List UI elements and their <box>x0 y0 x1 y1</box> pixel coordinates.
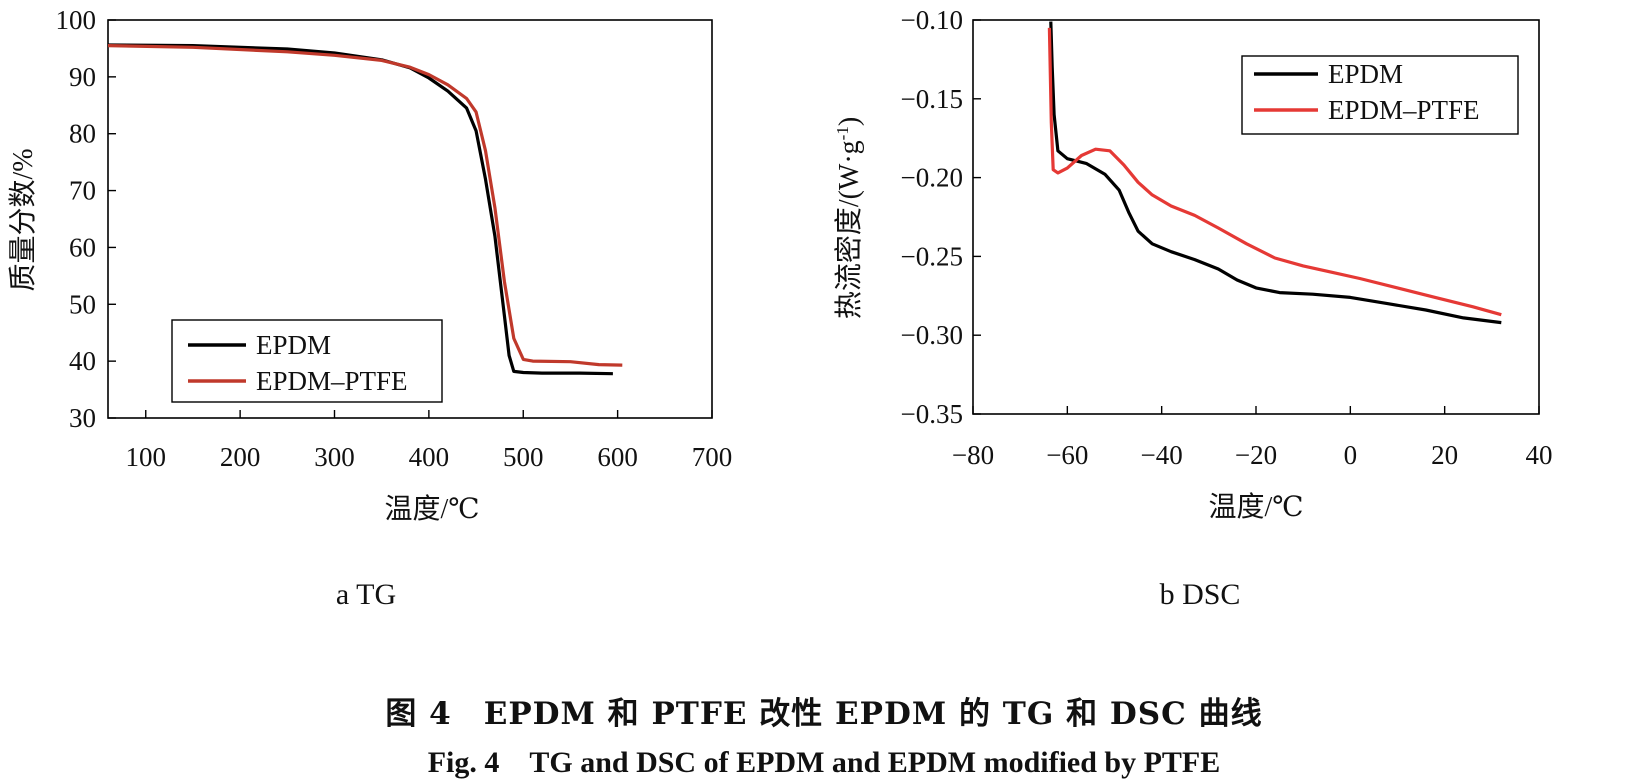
x-tick-label: 600 <box>597 442 638 472</box>
dsc-legend-box <box>1241 55 1519 135</box>
dsc-series-lines <box>1047 21 1502 325</box>
x-tick-label: −60 <box>1046 440 1088 470</box>
x-tick-label: 400 <box>409 442 450 472</box>
series-line-epdm-ptfe <box>1047 27 1502 317</box>
series-line-epdm <box>107 43 613 376</box>
x-tick-label: 0 <box>1344 440 1358 470</box>
tg-legend-box <box>171 319 443 403</box>
tg-x-axis-label: 温度/℃ <box>384 493 479 525</box>
tg-legend-label-epdm: EPDM <box>256 330 331 360</box>
tg-legend-label-epdm-ptfe: EPDM–PTFE <box>256 366 408 396</box>
y-tick-label: 30 <box>69 403 96 433</box>
tg-plot-frame <box>107 19 713 419</box>
tg-x-ticks: 100 200 300 400 500 600 700 <box>126 410 733 472</box>
figure-caption-chinese: 图 4 EPDM 和 PTFE 改性 EPDM 的 TG 和 DSC 曲线 <box>385 696 1263 732</box>
tg-subplot-label: a TG <box>336 578 396 611</box>
y-tick-label: −0.20 <box>901 163 963 193</box>
x-tick-label: −80 <box>952 440 994 470</box>
x-tick-label: 40 <box>1526 440 1553 470</box>
tg-legend: EPDM EPDM–PTFE <box>171 319 443 403</box>
x-tick-label: −20 <box>1235 440 1277 470</box>
x-tick-label: 300 <box>314 442 355 472</box>
y-tick-label: −0.10 <box>901 5 963 35</box>
y-tick-label: 40 <box>69 346 96 376</box>
x-tick-label: 200 <box>220 442 261 472</box>
tg-series-lines <box>107 43 623 376</box>
tg-y-ticks: 30 40 50 60 70 80 90 100 <box>56 5 116 433</box>
dsc-y-ticks: −0.35 −0.30 −0.25 −0.20 −0.15 −0.10 <box>901 5 981 429</box>
dsc-panel: −0.35 −0.30 −0.25 −0.20 −0.15 −0.10 −80 −60 −40… <box>833 5 1553 611</box>
y-tick-label: 80 <box>69 119 96 149</box>
y-tick-label: 50 <box>69 289 96 319</box>
dsc-x-ticks: −80 −60 −40 −20 0 20 40 <box>952 406 1553 470</box>
tg-y-axis-label: 质量分数/% <box>7 148 39 291</box>
y-tick-label: −0.35 <box>901 399 963 429</box>
y-tick-label: 100 <box>56 5 97 35</box>
x-tick-label: 500 <box>503 442 544 472</box>
dsc-x-axis-label: 温度/℃ <box>1208 491 1303 523</box>
x-tick-label: −40 <box>1141 440 1183 470</box>
dsc-y-axis-label: 热流密度/(W·g-1) <box>833 117 865 319</box>
x-tick-label: 700 <box>692 442 733 472</box>
series-line-epdm-ptfe <box>107 44 623 367</box>
dsc-legend: EPDM EPDM–PTFE <box>1241 55 1519 135</box>
x-tick-label: 20 <box>1431 440 1458 470</box>
y-tick-label: 90 <box>69 62 96 92</box>
figure-caption-english: Fig. 4 TG and DSC of EPDM and EPDM modif… <box>427 746 1221 779</box>
y-tick-label: −0.25 <box>901 241 963 271</box>
dsc-subplot-label: b DSC <box>1160 578 1241 611</box>
y-tick-label: −0.15 <box>901 84 963 114</box>
dsc-legend-label-epdm-ptfe: EPDM–PTFE <box>1328 95 1480 125</box>
series-line-epdm <box>1049 21 1502 325</box>
dsc-legend-label-epdm: EPDM <box>1328 59 1403 89</box>
y-tick-label: 70 <box>69 176 96 206</box>
y-tick-label: −0.30 <box>901 320 963 350</box>
x-tick-label: 100 <box>126 442 167 472</box>
y-tick-label: 60 <box>69 232 96 262</box>
